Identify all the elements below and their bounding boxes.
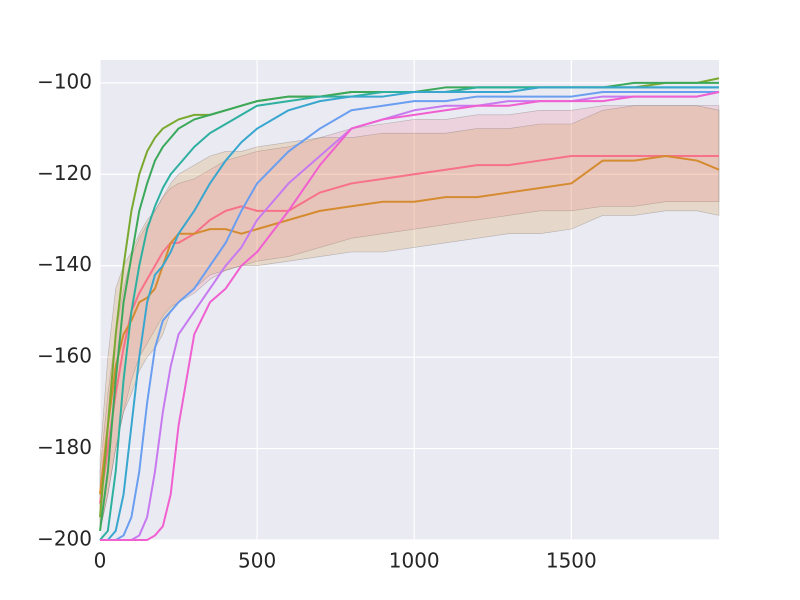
series-line	[100, 91, 720, 541]
series-line	[99, 155, 719, 504]
y-tick-label: −140	[37, 252, 92, 276]
confidence-band	[99, 105, 720, 531]
x-tick-label: 1000	[389, 549, 440, 573]
y-tick-label: −120	[37, 161, 92, 185]
series-line	[100, 91, 719, 541]
y-tick-label: −180	[37, 435, 92, 459]
series-line	[100, 86, 719, 541]
x-tick-label: 1500	[546, 549, 597, 573]
x-tick-label: 0	[94, 549, 107, 573]
x-tick-label: 500	[238, 549, 276, 573]
y-tick-label: −200	[37, 527, 92, 551]
y-tick-label: −100	[37, 69, 92, 93]
y-tick-label: −160	[37, 344, 92, 368]
series-line	[99, 155, 720, 495]
